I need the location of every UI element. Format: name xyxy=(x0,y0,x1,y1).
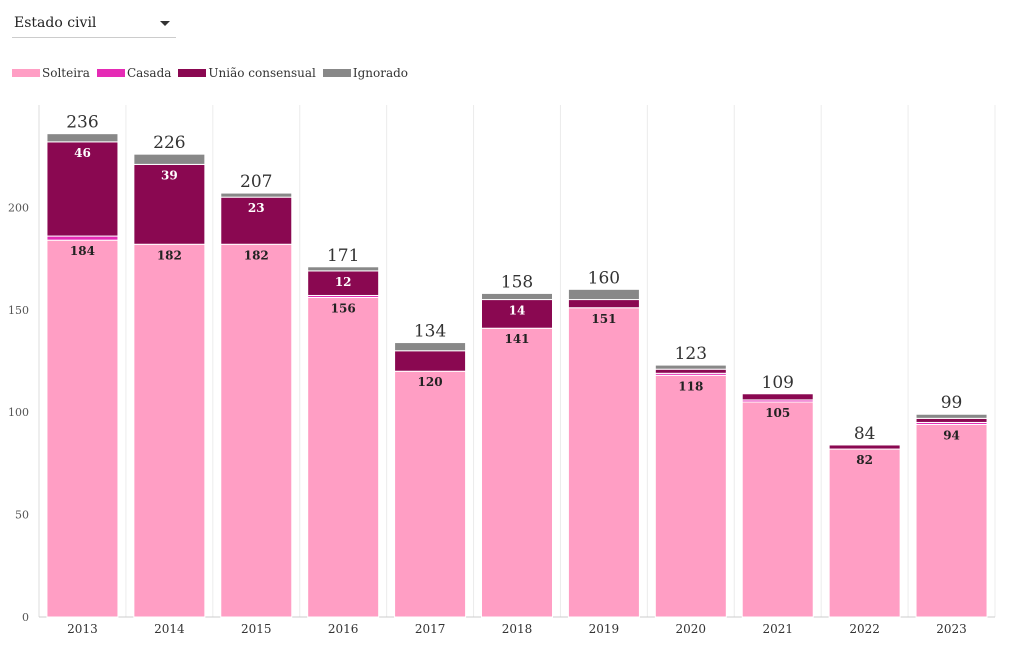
legend-swatch-casada xyxy=(96,69,125,77)
bar-value-label: 184 xyxy=(70,244,95,258)
y-tick-label: 50 xyxy=(15,509,29,522)
bar-segment xyxy=(741,393,814,401)
legend-swatch-ignorado xyxy=(322,69,351,77)
legend-label-uniao-consensual: União consensual xyxy=(208,66,316,80)
bar-value-label: 156 xyxy=(331,302,356,316)
bar-total-label: 236 xyxy=(66,113,98,133)
bar-value-label: 151 xyxy=(591,312,616,326)
legend-item-ignorado: Ignorado xyxy=(322,66,409,80)
bar-segment xyxy=(46,141,119,237)
bar-segment xyxy=(394,370,467,618)
bar-total-label: 160 xyxy=(588,268,620,288)
legend-swatch-solteira xyxy=(12,69,40,77)
bar-segment xyxy=(915,423,988,618)
bar-value-label: 141 xyxy=(504,332,529,346)
caret-down-icon[interactable] xyxy=(160,21,170,26)
x-tick-label: 2021 xyxy=(762,622,793,636)
bar-segment xyxy=(133,153,206,165)
legend-item-uniao-consensual: União consensual xyxy=(178,66,316,80)
bar-segment xyxy=(220,192,293,198)
bar-segment xyxy=(307,270,380,296)
x-tick-label: 2014 xyxy=(154,622,185,636)
bar-segment xyxy=(46,133,119,143)
bar-segment xyxy=(133,163,206,245)
dropdown-selected-value: Estado civil xyxy=(14,15,97,31)
bar-segment xyxy=(828,448,901,618)
legend-label-casada: Casada xyxy=(126,66,172,80)
bar-segment xyxy=(567,307,640,618)
bar-segment xyxy=(394,342,467,352)
x-tick-label: 2023 xyxy=(936,622,967,636)
bar-segment xyxy=(567,288,640,301)
bar-segment xyxy=(741,401,814,618)
bar-value-label: 182 xyxy=(244,248,269,262)
bar-value-label: 120 xyxy=(418,375,443,389)
bar-total-label: 84 xyxy=(854,424,876,444)
bar-value-label: 46 xyxy=(74,146,91,160)
bar-value-label: 82 xyxy=(856,453,873,467)
bar-segment xyxy=(915,413,988,419)
bar-total-label: 109 xyxy=(762,373,794,393)
bar-value-label: 23 xyxy=(248,201,265,215)
bar-segment xyxy=(481,292,553,301)
x-tick-label: 2019 xyxy=(589,622,620,636)
bar-segment xyxy=(481,327,553,618)
bar-segment xyxy=(307,266,380,272)
bar-total-label: 207 xyxy=(240,172,272,192)
bar-total-label: 158 xyxy=(501,272,533,292)
bar-total-label: 171 xyxy=(327,246,359,266)
x-tick-label: 2020 xyxy=(676,622,707,636)
bar-value-label: 105 xyxy=(765,406,790,420)
bar-total-label: 99 xyxy=(941,393,963,413)
x-tick-label: 2016 xyxy=(328,622,359,636)
bar-value-label: 12 xyxy=(335,275,352,289)
x-tick-label: 2022 xyxy=(849,622,880,636)
bar-segment xyxy=(654,374,727,618)
bar-value-label: 14 xyxy=(509,304,526,318)
legend-item-solteira: Solteira xyxy=(12,66,90,80)
bar-total-label: 134 xyxy=(414,322,446,342)
y-tick-label: 150 xyxy=(8,304,29,317)
y-tick-label: 100 xyxy=(8,406,29,419)
bar-segment xyxy=(46,235,119,241)
bar-value-label: 39 xyxy=(161,168,178,182)
legend-label-solteira: Solteira xyxy=(42,66,90,80)
legend-item-casada: Casada xyxy=(96,66,172,80)
x-tick-label: 2015 xyxy=(241,622,272,636)
bar-value-label: 182 xyxy=(157,248,182,262)
bar-value-label: 118 xyxy=(678,379,703,393)
bar-value-label: 94 xyxy=(943,428,960,442)
bar-total-label: 226 xyxy=(153,133,185,153)
bar-segment xyxy=(46,239,119,618)
bar-segment xyxy=(307,297,380,618)
bar-total-label: 123 xyxy=(675,344,707,364)
legend-swatch-uniao-consensual xyxy=(178,69,207,77)
bar-segment xyxy=(828,444,901,450)
bar-segment xyxy=(654,364,727,370)
bar-segment xyxy=(654,368,727,374)
y-tick-label: 0 xyxy=(22,611,29,624)
y-tick-label: 200 xyxy=(8,201,29,214)
bar-segment xyxy=(133,243,206,618)
bar-segment xyxy=(481,299,553,329)
bar-segment xyxy=(915,417,988,423)
legend-label-ignorado: Ignorado xyxy=(352,66,409,80)
estado-civil-dropdown[interactable]: Estado civil xyxy=(12,10,176,38)
bar-segment xyxy=(220,243,293,618)
x-tick-label: 2017 xyxy=(415,622,446,636)
x-tick-label: 2013 xyxy=(67,622,98,636)
bar-segment xyxy=(567,299,640,309)
bar-segment xyxy=(394,350,467,372)
bar-segment xyxy=(220,196,293,245)
x-tick-label: 2018 xyxy=(502,622,533,636)
chart-legend: Solteira Casada União consensual Ignorad… xyxy=(12,66,415,80)
